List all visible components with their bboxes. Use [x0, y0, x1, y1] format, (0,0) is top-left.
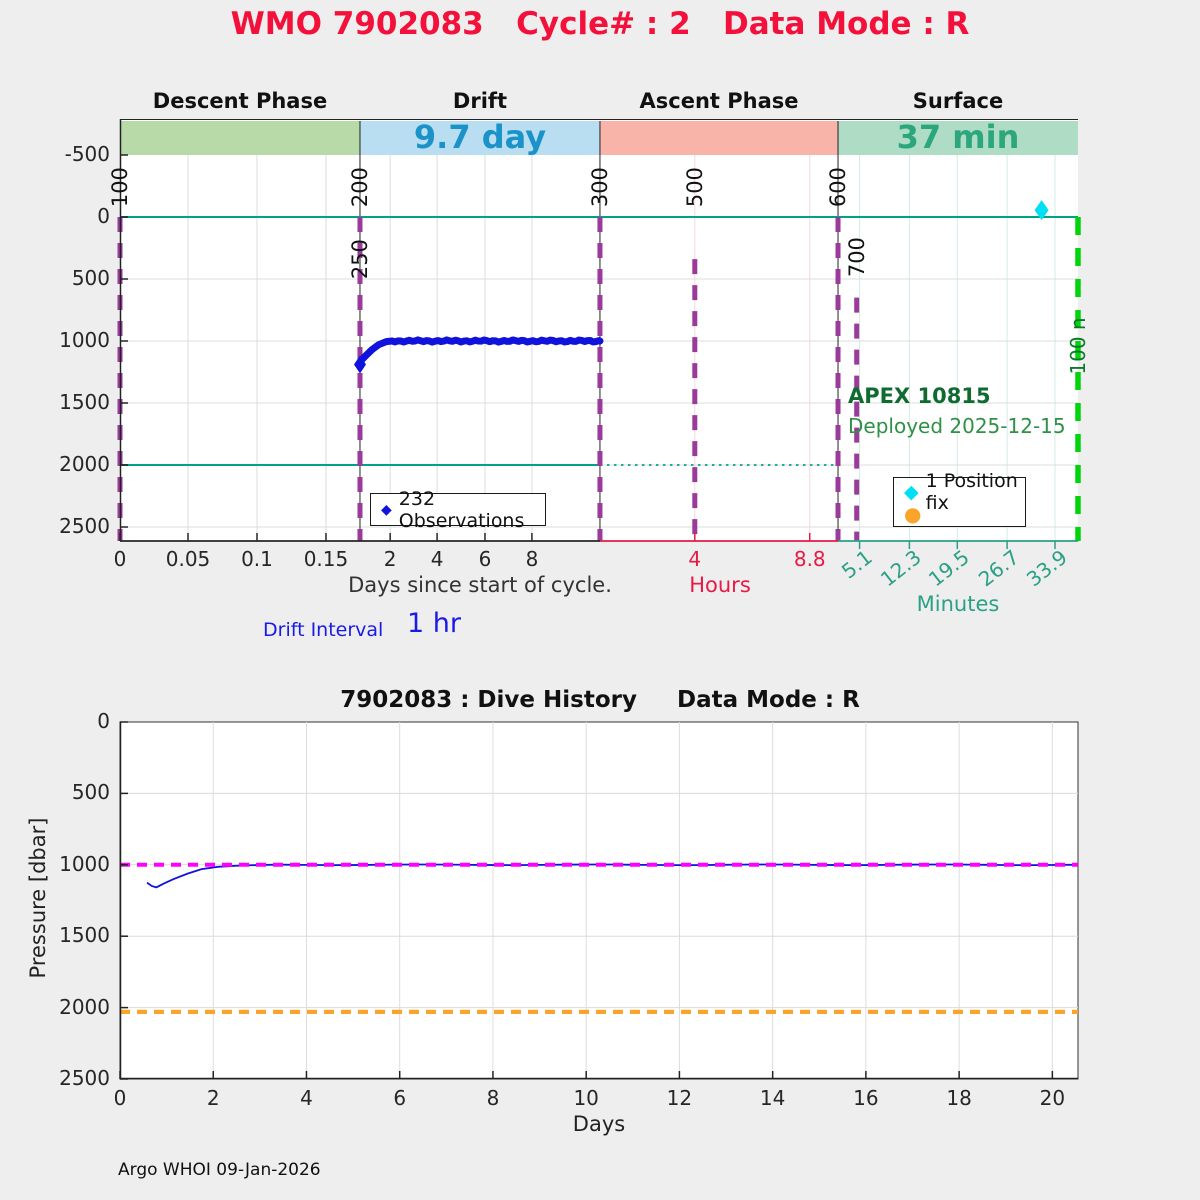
- position-fix-legend-label: 1 Position fix: [926, 470, 1025, 514]
- x-tick-label: 20: [1012, 1086, 1092, 1111]
- x-tick-label: 10: [546, 1086, 626, 1111]
- y-tick-label: 2500: [40, 514, 110, 539]
- event-label: 100: [107, 148, 133, 228]
- minutes-axis-label: Minutes: [838, 592, 1078, 616]
- x-tick-label: 8: [453, 1086, 533, 1111]
- observations-legend-label: 232 Observations: [399, 488, 545, 532]
- y-tick-label: 2000: [40, 995, 110, 1020]
- phase-label-surface: Surface: [838, 89, 1078, 113]
- drift-duration-value: 9.7 day: [360, 119, 600, 155]
- dive-history-title: 7902083 : Dive History Data Mode : R: [0, 687, 1200, 713]
- drift-interval-value: 1 hr: [407, 608, 461, 639]
- diamond-marker-icon: ◆: [904, 483, 919, 502]
- y-tick-label: 1500: [40, 390, 110, 415]
- event-label: 700: [844, 217, 870, 297]
- phase-label-drift: Drift: [360, 89, 600, 113]
- event-label: 200: [347, 148, 373, 228]
- x-tick-label: 2: [173, 1086, 253, 1111]
- float-name-annotation: APEX 10815: [848, 384, 991, 408]
- x-tick-label: 12.3: [869, 545, 927, 598]
- surface-duration-value: 37 min: [838, 119, 1078, 155]
- y-tick-label: -500: [40, 142, 110, 167]
- y-tick-label: 500: [40, 780, 110, 805]
- position-fix-legend: ◆ 1 Position fix ●: [893, 477, 1026, 527]
- x-tick-label: 4: [266, 1086, 346, 1111]
- x-tick-label: 16: [826, 1086, 906, 1111]
- y-tick-label: 1000: [40, 852, 110, 877]
- event-label: 250: [347, 220, 373, 300]
- footer-note: Argo WHOI 09-Jan-2026: [118, 1160, 321, 1180]
- y-tick-label: 2000: [40, 452, 110, 477]
- phase-label-ascent: Ascent Phase: [600, 89, 838, 113]
- phase-label-descent: Descent Phase: [120, 89, 360, 113]
- x-tick-label: 18: [919, 1086, 999, 1111]
- y-tick-label: 1000: [40, 328, 110, 353]
- y-tick-label: 2500: [40, 1066, 110, 1091]
- event-label: 600: [825, 148, 851, 228]
- deployed-date-annotation: Deployed 2025-12-15: [848, 414, 1066, 438]
- x-tick-label: 14: [733, 1086, 813, 1111]
- x-tick-label: 4: [655, 547, 735, 572]
- x-tick-label: 19.5: [917, 545, 975, 598]
- figure-title: WMO 7902083 Cycle# : 2 Data Mode : R: [0, 6, 1200, 42]
- dive-history-xlabel: Days: [120, 1112, 1078, 1136]
- observations-legend: ◆ 232 Observations: [370, 493, 546, 526]
- x-tick-label: 12: [639, 1086, 719, 1111]
- diamond-marker-icon: ◆: [381, 503, 392, 517]
- park-depth-label: 100 n: [1066, 306, 1090, 386]
- x-tick-label: 33.9: [1014, 545, 1072, 598]
- x-tick-label: 8: [492, 547, 572, 572]
- event-label: 500: [682, 148, 708, 228]
- event-label: 300: [587, 148, 613, 228]
- x-tick-label: 6: [360, 1086, 440, 1111]
- drift-interval-label: Drift Interval: [263, 619, 383, 641]
- y-tick-label: 1500: [40, 923, 110, 948]
- dive-history-ylabel: Pressure [dbar]: [26, 748, 50, 1048]
- hours-axis-label: Hours: [660, 573, 780, 597]
- y-tick-label: 500: [40, 266, 110, 291]
- legend-row: ◆ 1 Position fix: [904, 481, 1025, 503]
- circle-marker-icon: ●: [904, 504, 921, 524]
- y-tick-label: 0: [40, 204, 110, 229]
- argo-cycle-figure: -5000500100015002000250000.050.10.152468…: [0, 0, 1200, 1200]
- x-tick-label: 26.7: [967, 545, 1025, 598]
